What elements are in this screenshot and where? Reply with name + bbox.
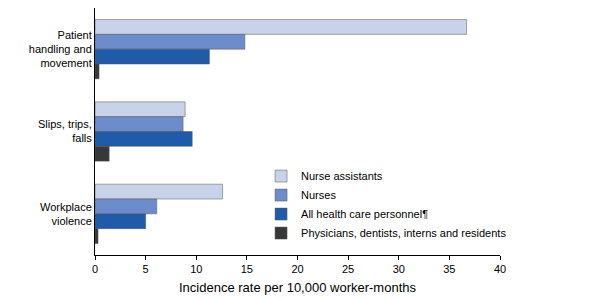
svg-text:Nurses: Nurses	[301, 189, 336, 201]
svg-text:Nurse assistants: Nurse assistants	[301, 170, 383, 182]
svg-text:10: 10	[190, 263, 202, 275]
svg-text:0: 0	[92, 263, 98, 275]
svg-text:25: 25	[342, 263, 354, 275]
svg-text:Workplaceviolence: Workplaceviolence	[40, 201, 92, 227]
svg-text:20: 20	[291, 263, 303, 275]
svg-text:5: 5	[143, 263, 149, 275]
svg-text:Patienthandling andmovement: Patienthandling andmovement	[29, 29, 92, 70]
svg-text:Incidence rate per 10,000 work: Incidence rate per 10,000 worker-months	[179, 280, 417, 295]
svg-text:30: 30	[393, 263, 405, 275]
svg-text:Slips, trips,falls: Slips, trips,falls	[38, 118, 92, 144]
svg-text:Physicians, dentists, interns: Physicians, dentists, interns and reside…	[301, 227, 506, 239]
svg-text:35: 35	[443, 263, 455, 275]
svg-text:15: 15	[241, 263, 253, 275]
svg-text:40: 40	[494, 263, 506, 275]
svg-text:All health care personnel¶: All health care personnel¶	[301, 208, 428, 220]
